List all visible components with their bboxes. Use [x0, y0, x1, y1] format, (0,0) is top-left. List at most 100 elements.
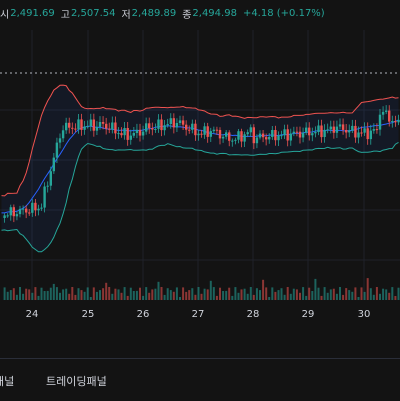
candle-body — [86, 126, 89, 128]
volume-bar — [6, 291, 9, 300]
volume-bar — [240, 289, 243, 300]
x-tick-label: 24 — [26, 309, 39, 320]
volume-bar — [123, 287, 126, 300]
candle-body — [320, 125, 323, 138]
candle-body — [135, 129, 139, 133]
candle-body — [21, 208, 25, 210]
volume-bar — [215, 295, 218, 300]
volume-bar — [185, 291, 188, 300]
candle-body — [341, 124, 345, 130]
candle-body — [166, 124, 169, 126]
candle-body — [265, 137, 268, 140]
volume-bar — [317, 287, 320, 300]
grid-lines — [0, 30, 400, 300]
volume-bar — [388, 292, 391, 300]
candle-body — [206, 126, 209, 137]
tab-trading-panel[interactable]: 트레이딩패널 — [46, 375, 107, 388]
volume-bar — [114, 288, 117, 300]
candle-body — [225, 132, 228, 137]
volume-bar — [286, 287, 289, 300]
volume-bar — [394, 296, 397, 300]
open-value: 2,491.69 — [10, 7, 55, 19]
candle-body — [34, 202, 37, 211]
volume-bar — [34, 287, 37, 300]
volume-bar — [222, 291, 225, 300]
candle-body — [240, 131, 243, 142]
volume-bar — [311, 291, 314, 300]
volume-bar — [182, 287, 185, 300]
volume-bar — [228, 287, 231, 300]
volume-bar — [366, 278, 369, 300]
volume-bar — [59, 292, 61, 300]
volume-bar — [354, 287, 357, 300]
candle-body — [200, 133, 203, 135]
volume-bar — [342, 294, 345, 300]
volume-bar — [191, 288, 194, 300]
candle-body — [141, 131, 145, 136]
candle-body — [65, 122, 68, 131]
volume-bar — [335, 293, 338, 300]
volume-bar — [262, 279, 265, 300]
volume-bar — [203, 288, 206, 300]
candle-body — [132, 133, 135, 136]
volume-bar — [329, 289, 332, 300]
candle-body — [43, 186, 46, 208]
volume-bar — [391, 287, 394, 300]
volume-bar — [274, 291, 277, 300]
volume-bar — [154, 288, 157, 300]
ohlc-legend: 시 2,491.69 고 2,507.54 저 2,489.89 종 2,494.98 … — [0, 4, 331, 22]
candle-body — [172, 118, 175, 128]
candle-body — [289, 133, 292, 141]
volume-bar — [302, 287, 305, 300]
volume-bar — [111, 293, 114, 300]
tab-panel[interactable]: 패널 — [0, 375, 15, 388]
candle-body — [77, 119, 80, 130]
volume-bar — [179, 297, 181, 300]
volume-bar — [151, 289, 154, 300]
candle-body — [311, 133, 314, 136]
candle-body — [185, 124, 188, 130]
volume-bar — [89, 297, 92, 300]
candle-body — [301, 132, 305, 138]
volume-bar — [157, 281, 160, 300]
candle-body — [126, 128, 129, 140]
high-value: 2,507.54 — [70, 7, 116, 19]
candlesticks — [3, 105, 400, 223]
candle-body — [378, 114, 382, 130]
volume-bar — [206, 289, 209, 300]
candle-body — [52, 157, 55, 172]
candle-body — [58, 138, 62, 143]
volume-bar — [92, 287, 95, 300]
volume-bar — [175, 287, 178, 300]
volume-bar — [105, 282, 108, 300]
candle-body — [68, 122, 71, 128]
candle-body — [388, 110, 391, 122]
candle-body — [111, 122, 114, 130]
candle-body — [218, 130, 222, 139]
candle-body — [283, 129, 286, 136]
candle-body — [314, 132, 317, 134]
change-value: +4.18 (+0.17%) — [242, 7, 325, 19]
volume-bar — [314, 278, 317, 300]
volume-bar — [132, 291, 135, 300]
candle-body — [138, 129, 142, 136]
bollinger-basis-line — [1, 119, 399, 214]
price-chart[interactable]: 24 25 26 27 28 29 30 — [0, 0, 400, 358]
volume-bar — [225, 290, 228, 300]
candle-body — [332, 126, 335, 133]
volume-bar — [172, 291, 175, 300]
close-label: 종 — [182, 9, 192, 21]
volume-bar — [397, 287, 400, 300]
volume-bar — [219, 287, 221, 300]
candle-body — [357, 132, 360, 138]
x-tick-label: 26 — [137, 309, 150, 320]
candle-body — [123, 128, 126, 136]
close-value: 2,494.98 — [192, 7, 237, 19]
candle-body — [9, 207, 12, 216]
volume-bar — [40, 287, 43, 300]
volume-bar — [120, 292, 123, 300]
candle-body — [74, 128, 77, 130]
candle-body — [80, 119, 83, 130]
volume-bar — [351, 291, 354, 300]
candle-body — [338, 124, 342, 127]
